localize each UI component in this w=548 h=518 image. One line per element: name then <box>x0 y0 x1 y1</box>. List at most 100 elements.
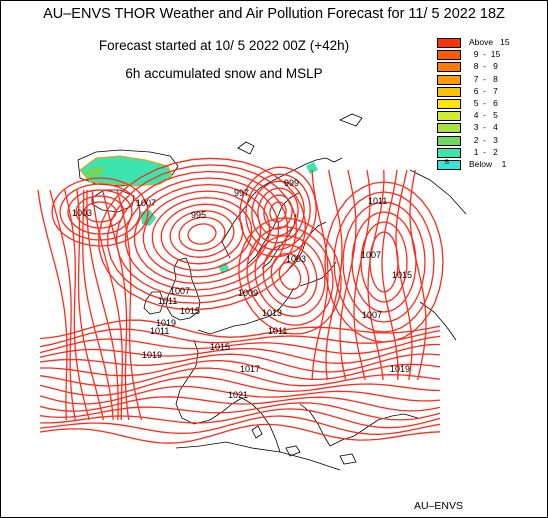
isobar-line <box>39 353 441 373</box>
isobar-line <box>238 217 342 335</box>
legend-swatch <box>437 123 461 134</box>
isobar-line <box>67 189 133 235</box>
isobar-line <box>82 190 114 421</box>
isobar-label: 1003 <box>286 254 306 264</box>
isobar-line <box>39 396 441 412</box>
isobar-line <box>142 190 262 278</box>
isobar-line <box>367 169 385 381</box>
isobar-line <box>270 252 310 300</box>
isobar-label: 1015 <box>180 306 200 316</box>
isobar-label: 1015 <box>210 342 230 352</box>
isobar-line <box>333 191 435 333</box>
isobar-line <box>98 157 306 311</box>
legend-label: 2 - 3 <box>469 134 498 145</box>
isobar-label: 997 <box>234 188 249 198</box>
legend-swatch <box>437 74 461 85</box>
legend-swatch <box>437 111 461 122</box>
isobar-line <box>39 328 441 348</box>
isobar-line <box>39 423 441 444</box>
isobar-line <box>39 415 441 435</box>
isobar-line <box>278 261 302 291</box>
isobar-line <box>101 189 130 421</box>
isobar-label: 1019 <box>156 318 176 328</box>
legend-row: Above 15 <box>437 37 547 49</box>
isobar-line <box>187 223 217 245</box>
isobar-line <box>64 189 90 421</box>
legend-swatch <box>437 147 461 158</box>
isobar-line <box>257 187 299 237</box>
isobar-lines <box>37 157 444 444</box>
isobar-line <box>254 235 326 317</box>
legend-label: 4 - 5 <box>469 110 498 121</box>
legend-swatch <box>437 38 461 48</box>
isobar-label: 1009 <box>238 288 258 298</box>
forecast-title: AU–ENVS THOR Weather and Air Pollution F… <box>43 6 505 22</box>
legend-label: 6 - 7 <box>469 85 498 96</box>
isobar-line <box>37 189 68 421</box>
legend-swatch <box>437 62 461 73</box>
isobar-label: 1007 <box>170 286 190 296</box>
isobar-label: 1011 <box>150 326 169 336</box>
isobar-line <box>40 408 441 429</box>
isobar-line <box>124 177 280 291</box>
isobar-label: 1011 <box>268 326 287 336</box>
isobar-line <box>395 169 413 381</box>
isobar-label: 1003 <box>72 208 92 218</box>
isobar-label: 1013 <box>262 308 282 318</box>
isobar-line <box>251 180 305 244</box>
field-description: 6h accumulated snow and MSLP <box>125 66 323 81</box>
legend-label: 8 - 9 <box>469 61 498 72</box>
isobar-label: 1007 <box>361 250 381 260</box>
isobar-label: 995 <box>191 210 206 220</box>
isobar-line <box>91 189 123 420</box>
isobar-line <box>133 183 271 285</box>
isobar-label: 999 <box>284 178 299 188</box>
isobar-line <box>160 203 244 265</box>
legend-label: 7 - 8 <box>469 73 498 84</box>
isobar-line <box>269 201 287 223</box>
legend-label: 5 - 6 <box>469 98 498 108</box>
isobar-line <box>116 189 143 421</box>
legend-row: B Below 1 <box>437 159 547 171</box>
isobar-label: 1015 <box>392 270 412 280</box>
isobar-line <box>169 210 235 258</box>
isobar-line <box>76 189 105 421</box>
isobar-line <box>51 177 149 247</box>
isobar-label: 1019 <box>142 350 162 360</box>
isobar-line <box>325 169 343 381</box>
legend-row: 3 - 4 <box>437 122 547 134</box>
legend-row: 8 - 9 <box>437 61 547 73</box>
isobar-label: 1021 <box>228 390 248 400</box>
isobar-line <box>353 169 371 381</box>
isobar-line <box>39 385 441 405</box>
isobar-label: 1011 <box>158 296 177 306</box>
legend-swatch <box>437 50 461 61</box>
isobar-line <box>409 169 427 381</box>
legend-row: 7 - 8 <box>437 73 547 86</box>
legend-row: 1 - 2 <box>437 147 547 159</box>
isobar-label: 1007 <box>362 310 382 320</box>
isobar-line <box>86 189 119 421</box>
isobar-line <box>311 169 329 381</box>
legend-label: Above 15 <box>469 37 510 47</box>
legend-label: 3 - 4 <box>469 122 498 133</box>
legend-label: 9 - 15 <box>469 49 501 60</box>
isobar-line <box>59 183 141 241</box>
isobar-line <box>39 335 441 355</box>
isobar-label: 1007 <box>136 198 156 208</box>
isobar-line <box>39 319 441 340</box>
isobar-line <box>49 189 76 421</box>
legend-row: 4 - 5 <box>437 110 547 122</box>
isobar-line <box>381 169 399 381</box>
legend-row: 5 - 6 <box>437 98 547 110</box>
isobar-line <box>342 201 426 323</box>
legend-row: 2 - 3 <box>437 134 547 147</box>
legend-row: 9 - 15 <box>437 49 547 61</box>
isobar-label: 1011 <box>368 196 387 206</box>
legend-swatch-text: B <box>445 160 450 166</box>
isobar-line <box>339 169 357 381</box>
isobar-line <box>151 197 253 271</box>
isobar-label: 1017 <box>240 364 260 374</box>
